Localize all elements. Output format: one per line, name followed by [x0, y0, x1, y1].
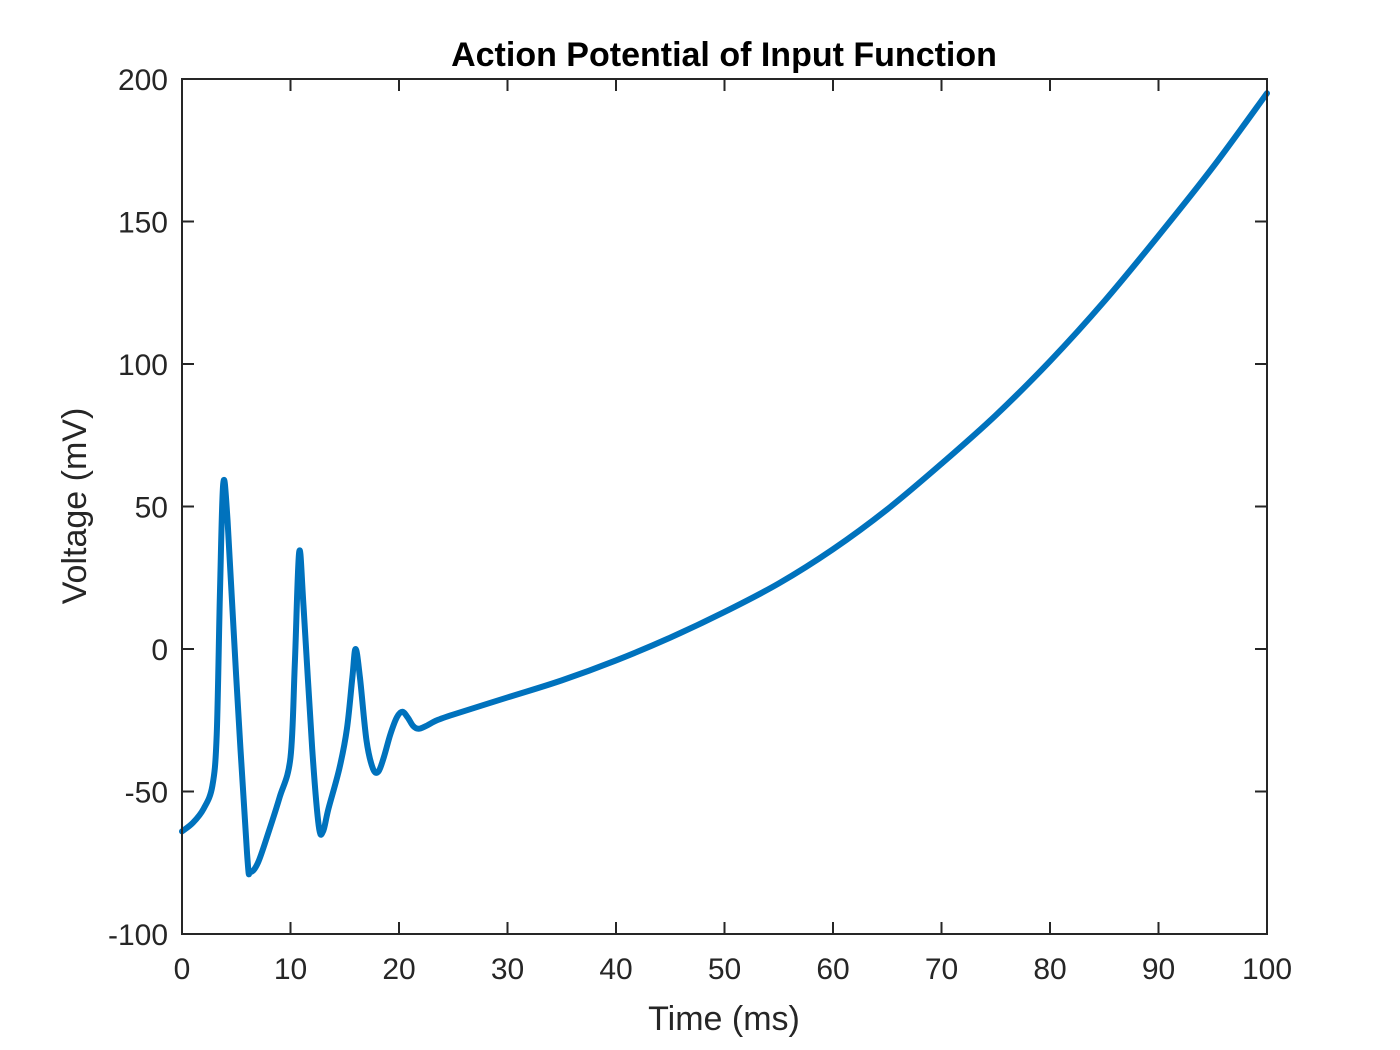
y-axis-label: Voltage (mV) [56, 408, 94, 605]
x-tick-label: 60 [816, 953, 849, 986]
y-tick-label: 50 [135, 492, 168, 525]
y-tick-label: 0 [151, 634, 168, 667]
voltage-series-line [179, 90, 1270, 878]
plot-area: 0 10 20 30 40 50 60 70 80 90 100 -100 -50 0 50 100 150 20… [108, 64, 1292, 986]
y-tick-label: 100 [118, 349, 168, 382]
y-tick-label: 150 [118, 207, 168, 240]
x-tick-label: 50 [708, 953, 741, 986]
x-tick-label: 90 [1142, 953, 1175, 986]
y-tick-label: -100 [108, 919, 168, 952]
axes-box [181, 78, 1268, 935]
ticks-layer: 0 10 20 30 40 50 60 70 80 90 100 -100 -50 0 50 100 150 20… [108, 64, 1292, 986]
x-tick-label: 100 [1242, 953, 1292, 986]
x-tick-label: 30 [491, 953, 524, 986]
x-axis-label: Time (ms) [648, 1000, 800, 1038]
x-tick-label: 10 [274, 953, 307, 986]
x-tick-label: 40 [599, 953, 632, 986]
y-tick-label: -50 [125, 777, 168, 810]
x-tick-label: 80 [1033, 953, 1066, 986]
x-tick-label: 0 [174, 953, 191, 986]
x-tick-label: 20 [382, 953, 415, 986]
x-tick-label: 70 [925, 953, 958, 986]
chart-title: Action Potential of Input Function [451, 36, 997, 74]
y-tick-label: 200 [118, 64, 168, 97]
